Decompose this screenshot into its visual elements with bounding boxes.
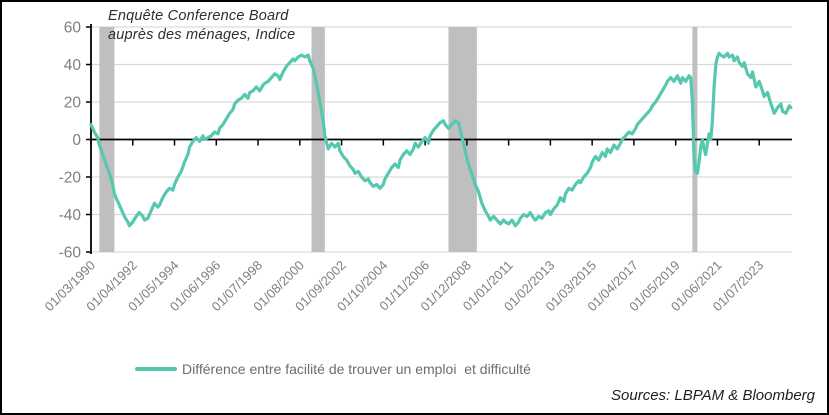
y-tick-label: -20 xyxy=(59,170,82,187)
legend-label: Différence entre facilité de trouver un … xyxy=(182,361,531,377)
y-tick-label: 20 xyxy=(64,95,82,112)
chart-title: Enquête Conference Board auprès des ména… xyxy=(108,7,295,45)
sources-note: Sources: LBPAM & Bloomberg xyxy=(611,387,815,404)
chart-title-line-2: auprès des ménages, Indice xyxy=(108,27,296,44)
y-tick-label: 40 xyxy=(64,57,82,74)
series-line xyxy=(89,51,793,228)
legend: Différence entre facilité de trouver un … xyxy=(135,361,531,377)
y-tick-label: -40 xyxy=(59,207,82,224)
y-tick-label: 0 xyxy=(72,132,81,149)
y-tick-label: -60 xyxy=(59,245,82,262)
y-tick-label: 60 xyxy=(64,20,82,37)
chart-title-line-1: Enquête Conference Board xyxy=(108,8,289,24)
legend-line-swatch xyxy=(135,366,177,372)
